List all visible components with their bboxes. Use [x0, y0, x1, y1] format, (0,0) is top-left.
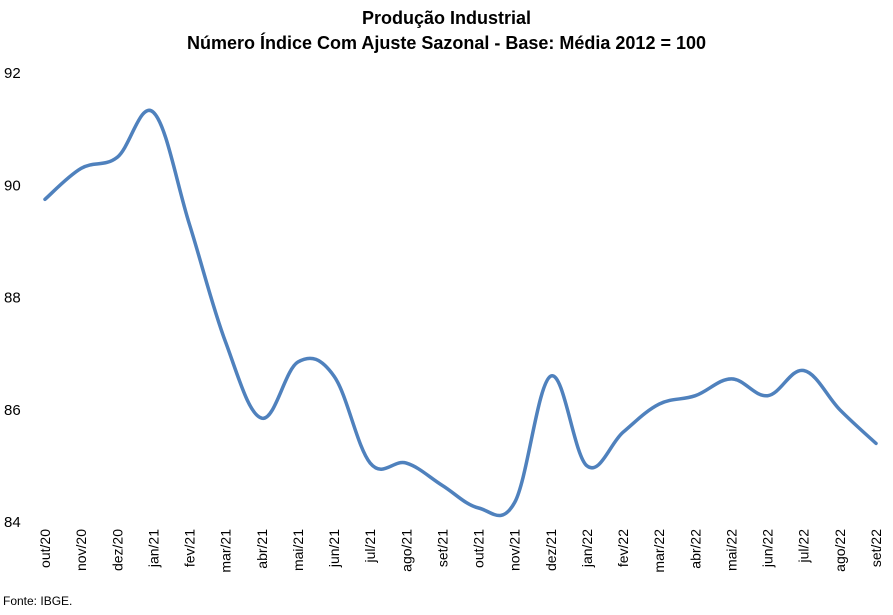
data-point — [875, 442, 878, 445]
data-point — [802, 369, 805, 372]
x-tick-label: jul/22 — [796, 529, 812, 564]
data-point — [658, 403, 661, 406]
data-point — [694, 394, 697, 397]
data-point — [513, 501, 516, 504]
y-tick-label: 92 — [4, 65, 21, 82]
x-tick-label: mar/21 — [218, 529, 234, 573]
data-point — [296, 361, 299, 364]
data-point — [477, 506, 480, 509]
data-point — [44, 198, 47, 201]
x-tick-label: jun/22 — [760, 529, 776, 568]
x-tick-label: out/20 — [37, 529, 53, 568]
data-point — [441, 484, 444, 487]
data-point — [188, 223, 191, 226]
x-tick-label: fev/21 — [182, 529, 198, 567]
data-point — [369, 462, 372, 465]
data-point — [549, 375, 552, 378]
data-point — [80, 167, 83, 170]
x-tick-label: nov/21 — [507, 529, 523, 571]
data-point — [333, 375, 336, 378]
y-tick-label: 88 — [4, 290, 21, 307]
data-point — [730, 377, 733, 380]
chart-title-block: Produção Industrial Número Índice Com Aj… — [0, 6, 893, 56]
x-tick-label: jan/21 — [145, 529, 161, 568]
x-tick-label: jul/21 — [362, 529, 378, 564]
x-tick-label: dez/21 — [543, 529, 559, 571]
data-point — [405, 462, 408, 465]
data-point — [116, 156, 119, 159]
x-tick-label: jun/21 — [326, 529, 342, 568]
x-tick-label: dez/20 — [109, 529, 125, 571]
x-tick-label: mai/22 — [723, 529, 739, 571]
x-tick-label: set/22 — [868, 529, 884, 567]
x-tick-label: mar/22 — [651, 529, 667, 573]
data-point — [622, 431, 625, 434]
x-tick-label: jan/22 — [579, 529, 595, 568]
x-tick-label: ago/21 — [398, 529, 414, 572]
data-point — [260, 417, 263, 420]
x-tick-label: out/21 — [471, 529, 487, 568]
chart-title: Produção Industrial — [361, 8, 532, 28]
x-tick-label: nov/20 — [73, 529, 89, 571]
y-tick-label: 84 — [4, 514, 21, 531]
x-tick-label: fev/22 — [615, 529, 631, 567]
data-point — [152, 111, 155, 114]
y-tick-label: 90 — [4, 177, 21, 194]
x-tick-label: abr/22 — [687, 529, 703, 569]
x-tick-label: abr/21 — [254, 529, 270, 569]
x-tick-label: set/21 — [434, 529, 450, 567]
x-tick-label: ago/22 — [832, 529, 848, 572]
x-tick-label: mai/21 — [290, 529, 306, 571]
series-line — [43, 108, 878, 518]
data-point — [766, 394, 769, 397]
y-tick-label: 86 — [4, 402, 21, 419]
data-point — [224, 341, 227, 344]
source-note: Fonte: IBGE. — [3, 594, 73, 608]
data-point — [585, 464, 588, 467]
data-point — [838, 408, 841, 411]
chart-subtitle: Número Índice Com Ajuste Sazonal - Base:… — [186, 33, 706, 53]
